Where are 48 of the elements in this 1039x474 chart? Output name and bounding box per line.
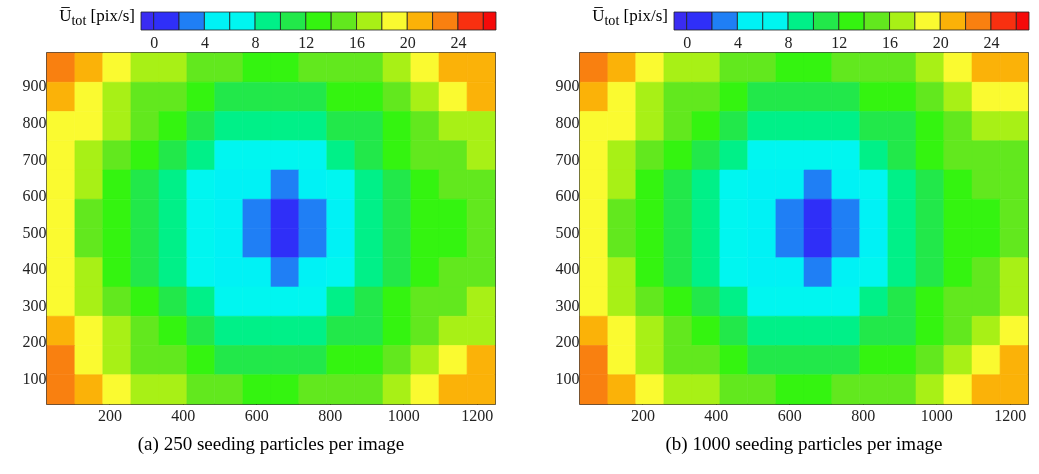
color-bar-label: 8: [251, 33, 260, 51]
text: (a) 250 seeding particles per image: [137, 433, 405, 455]
color-bar-label: 24: [983, 33, 1000, 51]
color-bar-label: 0: [150, 33, 159, 51]
y-tick-label: 100: [555, 369, 580, 387]
color-bar-label: 8: [784, 33, 793, 51]
y-tick-label: 900: [555, 77, 580, 95]
x-tick-label: 600: [244, 406, 269, 424]
y-tick-label: 400: [555, 260, 580, 278]
y-tick-label: 200: [555, 333, 580, 351]
y-tick-label: 700: [22, 150, 47, 168]
y-tick-label: 500: [555, 223, 580, 241]
y-tick-label: 400: [22, 260, 47, 278]
color-bar-title: U̅$_{tot}$ [pix/s]: [591, 5, 668, 30]
color-bar-label: 20: [932, 33, 949, 51]
y-tick-label: 800: [555, 113, 580, 131]
y-tick-label: 600: [22, 187, 47, 205]
x-tick-label: 200: [630, 406, 655, 424]
x-tick-label: 1200: [461, 406, 494, 424]
color-bar-label: 20: [399, 33, 416, 51]
x-tick-label: 800: [851, 406, 876, 424]
color-bar-label: 24: [450, 33, 467, 51]
y-tick-label: 600: [555, 187, 580, 205]
x-tick-label: 600: [777, 406, 802, 424]
x-tick-label: 1000: [920, 406, 953, 424]
y-tick-label: 100: [22, 369, 47, 387]
color-bar-label: 16: [882, 33, 899, 51]
color-bar-label: 12: [831, 33, 848, 51]
y-tick-label: 300: [555, 296, 580, 314]
x-tick-label: 1000: [387, 406, 420, 424]
color-bar-label: 4: [733, 33, 742, 51]
y-tick-label: 800: [22, 113, 47, 131]
color-bar-label: 4: [200, 33, 209, 51]
color-bar-title: U̅$_{tot}$ [pix/s]: [58, 5, 135, 30]
color-bar-label: 12: [298, 33, 315, 51]
x-tick-label: 400: [704, 406, 729, 424]
x-tick-label: 1200: [994, 406, 1027, 424]
text: (b) 1000 seeding particles per image: [665, 433, 943, 455]
x-tick-label: 800: [318, 406, 343, 424]
color-bar-label: 0: [683, 33, 692, 51]
y-tick-label: 700: [555, 150, 580, 168]
y-tick-label: 500: [22, 223, 47, 241]
x-tick-label: 200: [97, 406, 122, 424]
x-tick-label: 400: [171, 406, 196, 424]
y-tick-label: 900: [22, 77, 47, 95]
y-tick-label: 300: [22, 296, 47, 314]
color-bar-label: 16: [349, 33, 366, 51]
y-tick-label: 200: [22, 333, 47, 351]
